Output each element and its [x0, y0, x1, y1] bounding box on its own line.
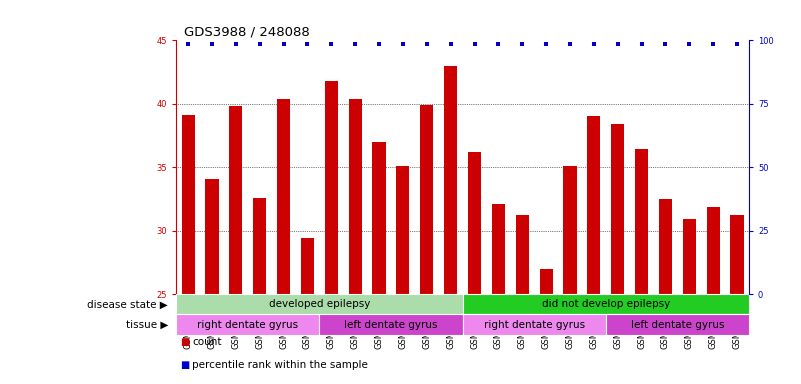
Bar: [492, 204, 505, 384]
Bar: [463, 314, 606, 335]
Text: ■: ■: [180, 337, 190, 347]
Bar: [277, 99, 290, 384]
Bar: [176, 294, 463, 314]
Bar: [635, 149, 648, 384]
Bar: [229, 106, 243, 384]
Bar: [396, 166, 409, 384]
Bar: [301, 238, 314, 384]
Bar: [463, 294, 749, 314]
Text: right dentate gyrus: right dentate gyrus: [197, 319, 298, 329]
Text: developed epilepsy: developed epilepsy: [268, 299, 370, 309]
Text: did not develop epilepsy: did not develop epilepsy: [541, 299, 670, 309]
Bar: [324, 81, 338, 384]
Text: right dentate gyrus: right dentate gyrus: [484, 319, 585, 329]
Bar: [587, 116, 601, 384]
Bar: [468, 152, 481, 384]
Bar: [320, 314, 463, 335]
Bar: [563, 166, 577, 384]
Bar: [682, 219, 696, 384]
Bar: [444, 66, 457, 384]
Text: left dentate gyrus: left dentate gyrus: [630, 319, 724, 329]
Text: count: count: [192, 337, 222, 347]
Bar: [348, 99, 362, 384]
Bar: [659, 199, 672, 384]
Text: ■: ■: [180, 360, 190, 370]
Text: left dentate gyrus: left dentate gyrus: [344, 319, 437, 329]
Bar: [606, 314, 749, 335]
Bar: [516, 215, 529, 384]
Bar: [176, 314, 320, 335]
Bar: [540, 269, 553, 384]
Bar: [731, 215, 743, 384]
Text: percentile rank within the sample: percentile rank within the sample: [192, 360, 368, 370]
Bar: [706, 207, 720, 384]
Bar: [611, 124, 624, 384]
Bar: [372, 142, 385, 384]
Bar: [253, 198, 266, 384]
Bar: [421, 105, 433, 384]
Text: disease state ▶: disease state ▶: [87, 299, 168, 309]
Text: tissue ▶: tissue ▶: [126, 319, 168, 329]
Text: GDS3988 / 248088: GDS3988 / 248088: [184, 25, 310, 38]
Bar: [182, 115, 195, 384]
Bar: [205, 179, 219, 384]
